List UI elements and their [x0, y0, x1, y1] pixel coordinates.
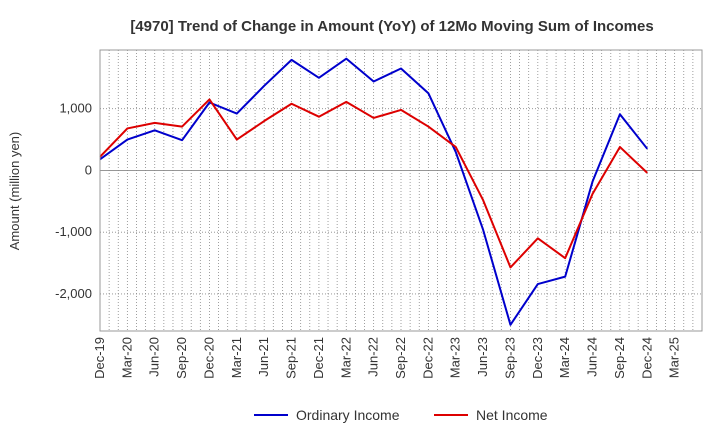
legend: Ordinary Income Net Income: [254, 407, 548, 423]
x-tick-label: Dec-19: [92, 337, 107, 379]
x-tick-label: Mar-22: [338, 337, 353, 378]
horizontal-grid: [100, 108, 702, 295]
vertical-grid: [108, 50, 694, 331]
x-tick-label: Jun-23: [475, 337, 490, 377]
x-tick-label: Sep-21: [284, 337, 299, 379]
x-tick-label: Sep-20: [174, 337, 189, 379]
y-axis-label: Amount (million yen): [7, 132, 22, 251]
y-axis-ticks: 1,000 0 -1,000 -2,000: [55, 101, 92, 301]
x-tick-label: Dec-22: [420, 337, 435, 379]
x-tick-label: Dec-24: [639, 337, 654, 379]
x-tick-label: Mar-21: [229, 337, 244, 378]
y-tick-label: -2,000: [55, 286, 92, 301]
y-tick-label: -1,000: [55, 224, 92, 239]
x-tick-label: Mar-20: [119, 337, 134, 378]
x-tick-label: Dec-20: [201, 337, 216, 379]
y-tick-label: 0: [85, 162, 92, 177]
series-line-net-income: [99, 98, 648, 269]
chart-title: [4970] Trend of Change in Amount (YoY) o…: [130, 18, 653, 35]
series-layer: [99, 57, 649, 326]
x-tick-label: Dec-23: [530, 337, 545, 379]
plot-frame: [99, 49, 703, 332]
x-tick-label: Sep-23: [502, 337, 517, 379]
x-tick-label: Jun-24: [585, 337, 600, 377]
x-tick-label: Jun-20: [147, 337, 162, 377]
x-tick-label: Sep-22: [393, 337, 408, 379]
x-tick-label: Sep-24: [612, 337, 627, 379]
x-tick-label: Mar-24: [557, 337, 572, 378]
x-tick-label: Dec-21: [311, 337, 326, 379]
x-axis-ticks: Dec-19 Mar-20 Jun-20 Sep-20 Dec-20 Mar-21 Jun-…: [92, 337, 682, 379]
x-tick-label: Jun-22: [366, 337, 381, 377]
legend-label-net-income: Net Income: [476, 407, 548, 423]
x-tick-label: Jun-21: [256, 337, 271, 377]
x-tick-label: Mar-23: [448, 337, 463, 378]
plot-area: [99, 49, 703, 332]
y-tick-label: 1,000: [59, 101, 92, 116]
legend-label-ordinary-income: Ordinary Income: [296, 407, 400, 423]
x-tick-label: Mar-25: [667, 337, 682, 378]
series-line-ordinary-income: [99, 57, 649, 326]
